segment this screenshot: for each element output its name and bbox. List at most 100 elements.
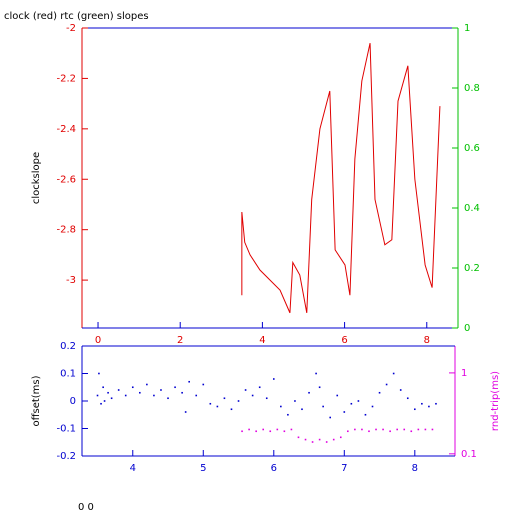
- x-tick-label: 7: [341, 463, 347, 474]
- data-point: [311, 441, 314, 443]
- data-point: [308, 391, 310, 394]
- data-point: [223, 397, 226, 400]
- data-point: [139, 391, 141, 394]
- y2-tick-label: 0.4: [464, 203, 480, 214]
- y2-tick-label: 0.2: [464, 263, 480, 274]
- x-tick-label: 6: [271, 463, 277, 474]
- data-point: [244, 389, 247, 391]
- data-point: [410, 430, 413, 433]
- x-tick-label: 0: [95, 335, 101, 346]
- data-point: [350, 402, 353, 405]
- x-tick-label: 2: [177, 335, 183, 346]
- data-point: [269, 430, 272, 433]
- y-tick-label: -2.6: [56, 174, 76, 185]
- data-point: [325, 441, 328, 443]
- data-point: [181, 391, 183, 394]
- y-axis-label: clockslope: [31, 152, 42, 204]
- data-point: [371, 405, 374, 408]
- y-tick-label: -3: [66, 275, 76, 286]
- data-point: [428, 405, 430, 408]
- y-axis-label: offset(ms): [31, 375, 42, 426]
- data-line: [241, 43, 441, 314]
- data-point: [364, 413, 367, 416]
- x-tick-label: 6: [341, 335, 347, 346]
- data-point: [396, 428, 398, 431]
- data-point: [417, 428, 420, 431]
- data-point: [287, 413, 289, 416]
- data-point: [124, 394, 127, 397]
- data-point: [399, 389, 402, 391]
- data-point: [107, 391, 109, 394]
- data-point: [188, 380, 190, 383]
- data-point: [435, 402, 437, 405]
- data-point: [301, 408, 303, 411]
- data-point: [251, 394, 254, 397]
- chart-title: clock (red) rtc (green) slopes: [4, 11, 149, 22]
- data-point: [329, 416, 331, 419]
- data-point: [421, 402, 423, 405]
- data-point: [202, 383, 205, 386]
- data-point: [332, 438, 335, 441]
- data-point: [297, 436, 300, 439]
- data-point: [431, 428, 434, 431]
- data-point: [294, 400, 296, 402]
- data-point: [357, 400, 360, 402]
- data-point: [361, 428, 363, 431]
- data-point: [375, 428, 377, 431]
- data-point: [424, 428, 427, 431]
- data-point: [146, 383, 148, 386]
- data-point: [276, 428, 279, 431]
- data-point: [110, 397, 113, 400]
- y2-tick-label: 0.6: [464, 143, 480, 154]
- data-point: [103, 400, 106, 402]
- y-tick-label: -2.4: [56, 124, 76, 135]
- y-tick-label: 0.2: [60, 341, 76, 352]
- y-tick-label: 0: [70, 396, 76, 407]
- data-point: [283, 430, 286, 433]
- y-tick-label: -2.2: [56, 73, 76, 84]
- data-point: [339, 436, 342, 439]
- data-point: [237, 400, 240, 402]
- data-point: [354, 428, 356, 431]
- y-tick-label: -0.1: [56, 424, 76, 435]
- data-point: [280, 405, 282, 408]
- data-point: [100, 402, 102, 405]
- data-point: [98, 372, 100, 375]
- y-tick-label: -2.8: [56, 225, 76, 236]
- data-point: [343, 411, 346, 413]
- data-point: [368, 430, 370, 433]
- data-point: [167, 397, 169, 400]
- footer-text: 0 0: [78, 502, 94, 512]
- y2-tick-label: 1: [461, 368, 467, 379]
- x-tick-label: 4: [259, 335, 265, 346]
- data-point: [209, 402, 212, 405]
- y2-tick-label: 0.1: [461, 449, 477, 460]
- y-tick-label: -2: [66, 23, 76, 34]
- data-point: [258, 386, 261, 389]
- data-point: [347, 430, 349, 433]
- x-tick-label: 4: [130, 463, 136, 474]
- data-point: [318, 386, 321, 389]
- data-point: [392, 372, 395, 375]
- data-point: [241, 430, 243, 433]
- data-point: [304, 438, 307, 441]
- x-tick-label: 8: [412, 463, 418, 474]
- data-point: [131, 386, 134, 389]
- data-point: [160, 389, 162, 391]
- data-point: [382, 428, 384, 431]
- data-point: [385, 383, 388, 386]
- data-point: [378, 391, 381, 394]
- data-point: [318, 438, 321, 441]
- data-point: [102, 386, 104, 389]
- data-point: [153, 394, 155, 397]
- x-tick-label: 5: [200, 463, 206, 474]
- data-point: [315, 372, 317, 375]
- data-point: [96, 394, 99, 397]
- data-point: [216, 405, 219, 408]
- y2-axis-label: rnd-trip(ms): [490, 371, 501, 431]
- data-point: [406, 397, 409, 400]
- data-point: [195, 394, 198, 397]
- y2-tick-label: 0: [464, 323, 470, 334]
